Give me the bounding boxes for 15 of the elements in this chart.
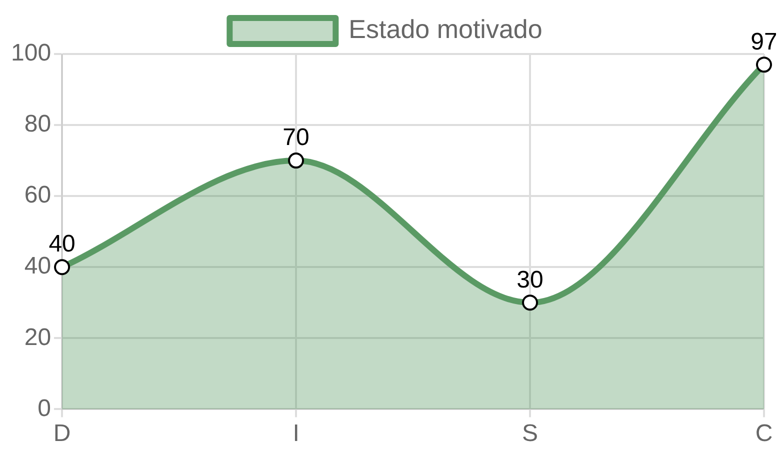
legend-label: Estado motivado <box>348 14 542 44</box>
data-label: 97 <box>750 28 778 56</box>
data-label: 70 <box>282 124 310 152</box>
data-label: 40 <box>48 230 76 258</box>
x-tick-label: S <box>522 420 538 448</box>
y-tick-label: 100 <box>10 40 52 67</box>
x-tick-label: I <box>292 420 300 448</box>
y-tick-label: 0 <box>38 394 52 422</box>
y-tick-label: 60 <box>24 182 52 209</box>
x-tick-label: C <box>755 420 773 448</box>
y-tick-label: 80 <box>24 110 52 138</box>
y-tick-label: 20 <box>24 324 52 351</box>
x-tick-label: D <box>53 420 71 448</box>
data-label: 30 <box>516 266 544 294</box>
y-tick-label: 40 <box>24 252 52 280</box>
